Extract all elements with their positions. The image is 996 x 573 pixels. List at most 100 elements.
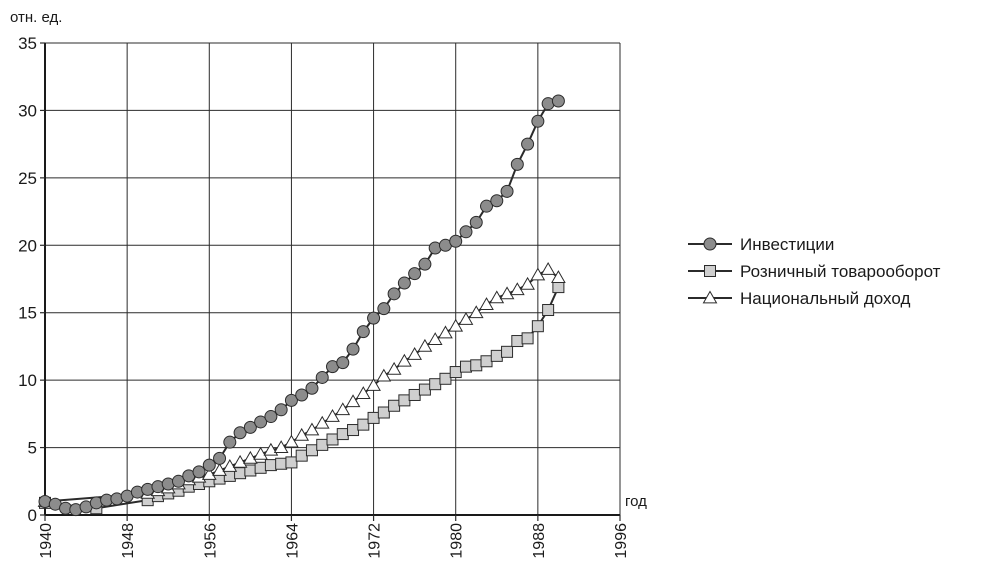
data-point-circle: [192, 465, 206, 479]
data-point-square: [305, 444, 318, 457]
data-point-circle: [243, 420, 257, 434]
data-point-square: [480, 355, 493, 368]
y-tick-label: 5: [28, 439, 37, 458]
data-point-triangle: [304, 422, 320, 436]
data-point-triangle: [355, 386, 371, 400]
data-point-triangle: [325, 409, 340, 422]
data-point-circle: [336, 356, 350, 370]
data-point-circle: [459, 225, 473, 239]
y-tick-label: 30: [18, 101, 37, 120]
data-point-square: [704, 265, 716, 277]
data-point-circle: [233, 426, 247, 440]
data-point-circle: [531, 114, 545, 128]
y-tick-label: 35: [18, 34, 37, 53]
x-axis-label: год: [625, 493, 647, 510]
data-point-square: [234, 467, 247, 480]
series-square: [39, 281, 565, 515]
legend-label: Инвестиции: [740, 235, 834, 254]
data-point-square: [398, 394, 411, 407]
x-tick-label: 1980: [449, 523, 466, 559]
data-point-triangle: [273, 440, 289, 453]
data-point-circle: [295, 388, 309, 402]
legend-label: Национальный доход: [740, 289, 910, 308]
data-point-square: [429, 378, 442, 391]
data-point-circle: [408, 267, 422, 281]
data-point-circle: [264, 410, 278, 424]
data-point-square: [295, 449, 308, 462]
data-point-square: [449, 366, 462, 379]
data-point-circle: [703, 237, 717, 251]
data-point-triangle: [366, 378, 381, 391]
series-line: [44, 100, 559, 511]
data-point-circle: [377, 302, 391, 316]
data-point-triangle: [702, 290, 718, 304]
data-point-square: [531, 320, 544, 333]
data-point-triangle: [201, 467, 217, 480]
data-point-square: [275, 457, 288, 470]
data-point-circle: [521, 137, 535, 151]
series-circle: [38, 94, 565, 517]
data-point-square: [326, 433, 339, 446]
data-point-triangle: [530, 267, 546, 281]
data-point-circle: [490, 194, 504, 208]
data-point-square: [501, 345, 514, 358]
data-point-circle: [367, 311, 381, 325]
series: [37, 94, 566, 517]
legend: Инвестиции Розничный товарооборот Национал…: [688, 235, 941, 308]
data-point-square: [336, 428, 349, 441]
data-point-square: [470, 359, 483, 372]
data-point-circle: [254, 415, 268, 429]
data-point-circle: [315, 370, 329, 384]
x-tick-label: 1948: [120, 523, 137, 559]
data-point-triangle: [458, 311, 474, 325]
data-point-square: [418, 383, 431, 396]
data-point-triangle: [212, 462, 227, 476]
data-point-square: [377, 406, 390, 419]
data-point-circle: [346, 342, 360, 356]
data-point-triangle: [448, 318, 464, 332]
data-point-triangle: [520, 276, 535, 290]
data-point-triangle: [232, 454, 248, 468]
data-point-triangle: [468, 305, 484, 319]
data-point-triangle: [263, 442, 279, 456]
data-point-square: [347, 424, 360, 437]
data-point-triangle: [540, 262, 556, 275]
x-tick-label: 1940: [38, 523, 55, 559]
legend-item: Национальный доход: [688, 289, 910, 308]
y-tick-label: 0: [28, 506, 37, 525]
data-point-square: [264, 459, 277, 472]
ticks: 0 5 10 15 20 25 30 35 1940 1948 1956 1964 1972 1980 19…: [18, 34, 630, 559]
series-line: [44, 268, 560, 503]
data-point-square: [285, 456, 298, 469]
legend-label: Розничный товарооборот: [740, 262, 941, 281]
data-point-circle: [356, 325, 370, 339]
data-point-triangle: [499, 286, 515, 300]
data-point-circle: [418, 257, 432, 271]
data-point-circle: [305, 381, 319, 395]
y-tick-label: 10: [18, 371, 37, 390]
data-point-triangle: [386, 361, 402, 375]
data-point-triangle: [438, 325, 453, 339]
data-point-square: [254, 461, 267, 474]
data-point-circle: [274, 403, 288, 417]
data-point-square: [542, 304, 555, 317]
data-point-square: [388, 399, 401, 412]
data-point-triangle: [551, 270, 566, 284]
data-point-triangle: [314, 415, 330, 429]
x-tick-label: 1988: [531, 523, 548, 559]
data-point-circle: [171, 474, 185, 488]
data-point-triangle: [335, 402, 351, 416]
data-point-triangle: [479, 297, 494, 310]
data-point-circle: [480, 199, 494, 213]
x-tick-label: 1972: [367, 523, 384, 559]
data-point-circle: [223, 435, 237, 449]
data-point-square: [223, 469, 236, 482]
data-point-square: [552, 281, 565, 294]
data-point-circle: [284, 393, 298, 407]
y-tick-label: 25: [18, 169, 37, 188]
data-point-triangle: [407, 347, 423, 360]
data-point-circle: [510, 157, 524, 171]
legend-item: Инвестиции: [688, 235, 834, 254]
data-point-circle: [449, 234, 463, 248]
